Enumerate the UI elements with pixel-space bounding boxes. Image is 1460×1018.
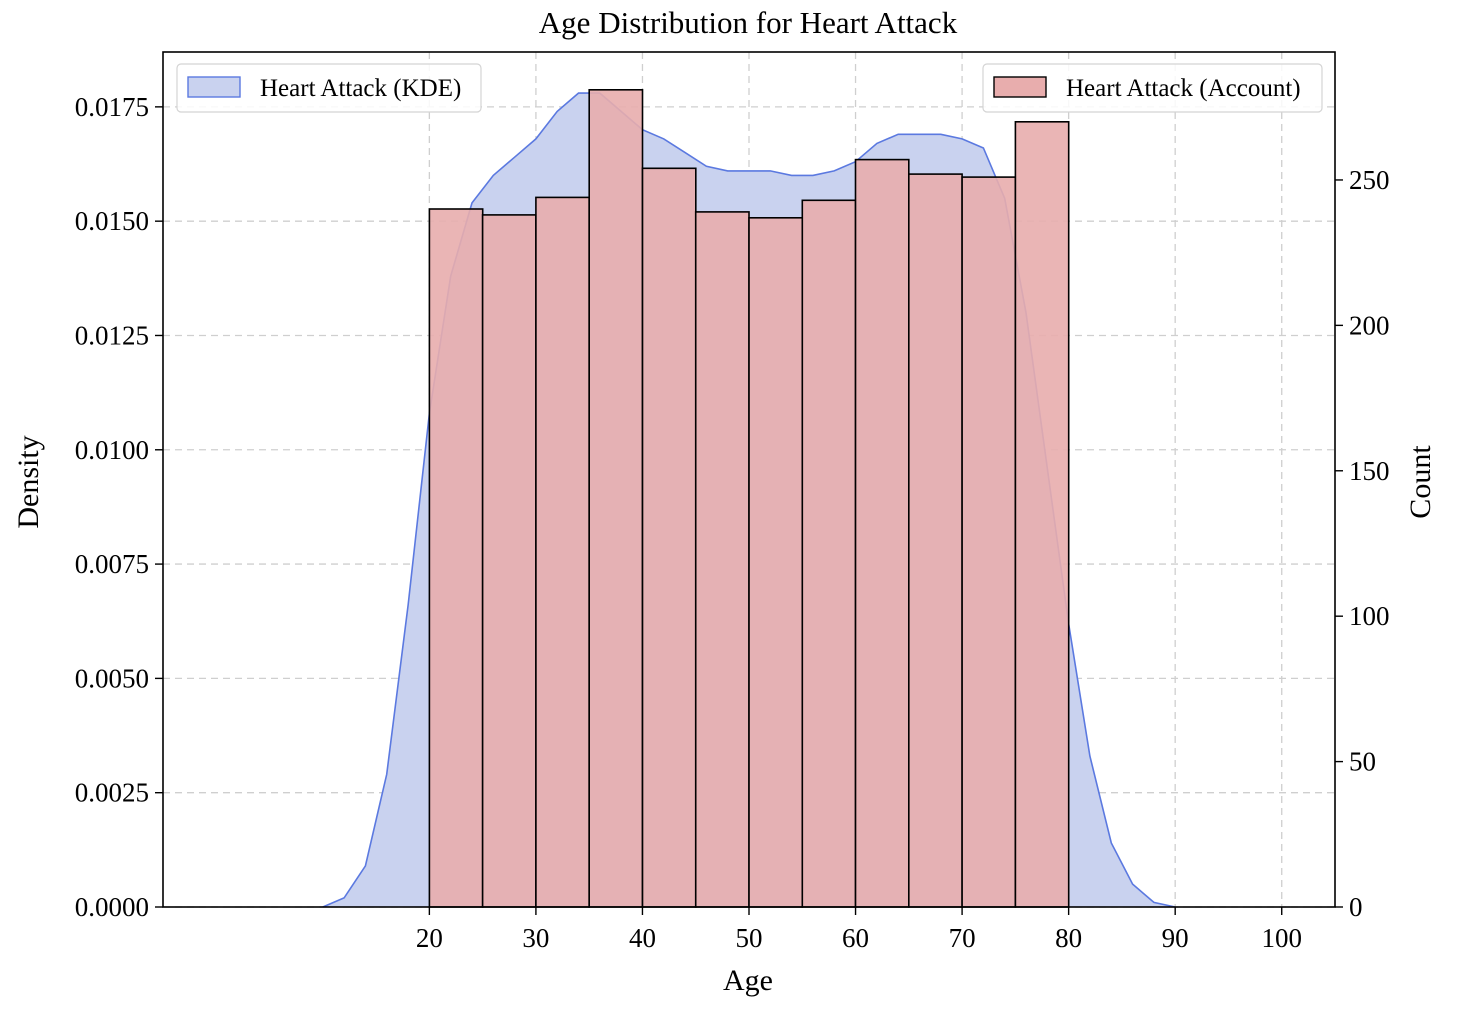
x-tick-label: 100 (1261, 923, 1302, 953)
x-tick-label: 70 (949, 923, 976, 953)
y-right-tick-label: 100 (1349, 601, 1390, 631)
x-tick-label: 80 (1055, 923, 1082, 953)
x-tick-label: 50 (736, 923, 763, 953)
legend-kde-box (176, 63, 482, 113)
y-left-tick-label: 0.0025 (75, 778, 149, 808)
histogram-bar (588, 89, 644, 908)
legend-histogram: Heart Attack (Account) (982, 63, 1323, 113)
histogram-bar (961, 176, 1017, 908)
x-tick-label: 40 (629, 923, 656, 953)
y-left-tick-label: 0.0125 (75, 320, 149, 350)
x-tick-label: 30 (522, 923, 549, 953)
histogram-bar (748, 217, 804, 908)
legend-kde-swatch (187, 76, 241, 98)
legend-histogram-label: Heart Attack (Account) (1066, 75, 1301, 102)
x-tick-label: 90 (1162, 923, 1189, 953)
histogram-bar (1014, 121, 1070, 908)
y-right-tick-label: 0 (1349, 892, 1363, 922)
y-left-tick-label: 0.0100 (75, 435, 149, 465)
y-right-tick-label: 250 (1349, 165, 1390, 195)
chart-title: Age Distribution for Heart Attack (539, 5, 958, 40)
y-right-tick-label: 200 (1349, 310, 1390, 340)
histogram-bar (694, 211, 750, 908)
histogram-bar (907, 173, 963, 908)
x-tick-label: 60 (842, 923, 869, 953)
y-left-tick-label: 0.0175 (75, 92, 149, 122)
histogram-bar (428, 208, 484, 908)
histogram-series (428, 89, 1070, 908)
legend-histogram-box (982, 63, 1323, 113)
x-tick-label: 20 (416, 923, 443, 953)
y-left-tick-label: 0.0050 (75, 663, 149, 693)
legend-histogram-swatch (993, 76, 1047, 98)
y-left-tick-label: 0.0000 (75, 892, 149, 922)
x-axis-title: Age (723, 964, 773, 997)
y-axis-right: 0 50 100 150 200 250 (1335, 165, 1390, 922)
y-right-tick-label: 50 (1349, 747, 1376, 777)
y-axis-left: 0.0000 0.0025 0.0050 0.0075 0.0100 0.0125 0.01… (75, 92, 163, 922)
legend-kde-label: Heart Attack (KDE) (260, 75, 461, 102)
legend-kde: Heart Attack (KDE) (176, 63, 482, 113)
y-axis-left-title: Density (12, 435, 45, 528)
y-axis-right-title: Count (1404, 445, 1437, 519)
histogram-bar (481, 214, 537, 908)
y-right-tick-label: 150 (1349, 456, 1390, 486)
histogram-bar (641, 167, 697, 908)
histogram-bar (854, 158, 910, 908)
y-left-tick-label: 0.0150 (75, 206, 149, 236)
histogram-bar (535, 196, 591, 908)
x-axis: 20 30 40 50 60 70 80 90 100 (416, 907, 1302, 953)
y-left-tick-label: 0.0075 (75, 549, 149, 579)
histogram-bar (801, 199, 857, 908)
